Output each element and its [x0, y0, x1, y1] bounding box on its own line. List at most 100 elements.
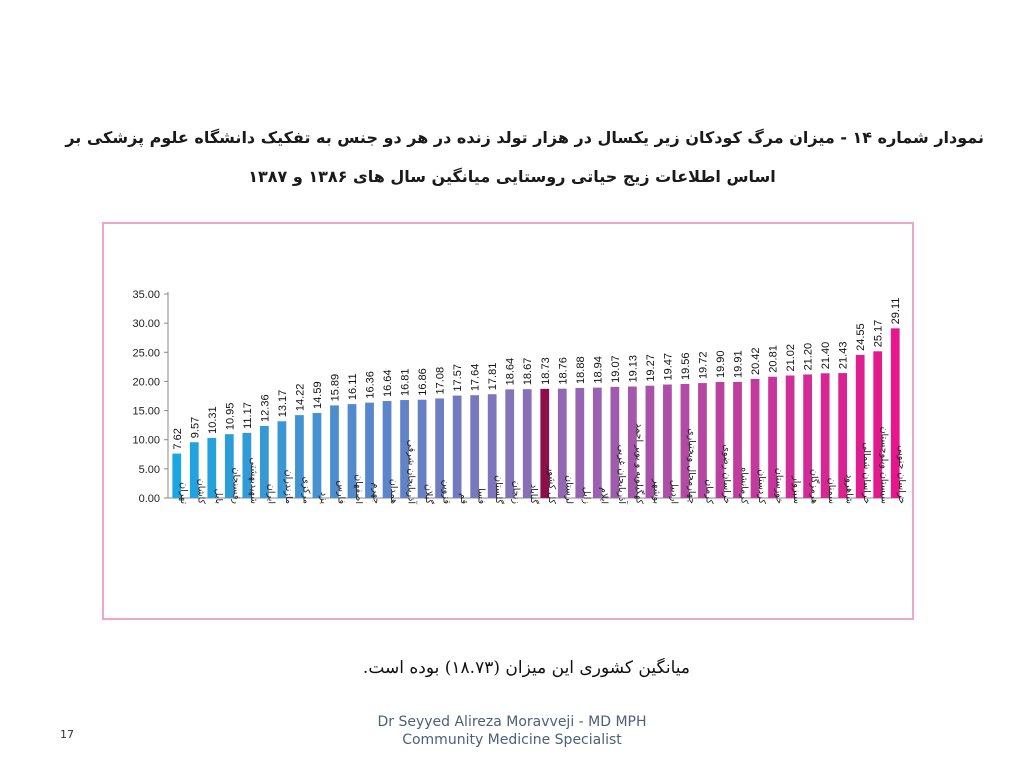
y-tick-label: 0.00	[139, 493, 160, 505]
bar	[733, 381, 742, 498]
bar-value-label: 17.81	[487, 363, 499, 391]
bar	[260, 425, 269, 498]
bar	[592, 387, 602, 498]
category-label: مازندران	[283, 470, 294, 504]
bar	[855, 354, 865, 498]
bar-value-label: 16.86	[417, 368, 429, 396]
category-label: تهران	[178, 482, 189, 504]
category-label: خراسان شمالی	[861, 442, 872, 504]
y-tick-label: 35.00	[132, 289, 160, 301]
bar-value-label: 10.31	[207, 406, 219, 434]
y-tick-label: 20.00	[132, 376, 160, 388]
bar-value-label: 10.95	[224, 403, 236, 431]
bar	[715, 382, 725, 498]
bar	[224, 434, 234, 498]
category-label: سمنان	[826, 478, 837, 504]
bar-value-label: 19.72	[697, 352, 709, 380]
footer: Dr Seyyed Alireza Moravveji - MD MPH Com…	[300, 713, 724, 749]
category-label: آذربایجان شرقی	[406, 440, 419, 505]
category-label: خراسان جنوبی	[896, 445, 907, 504]
bar	[820, 373, 830, 498]
bar	[277, 421, 287, 498]
bar-value-label: 18.64	[505, 358, 517, 386]
y-tick-label: 25.00	[132, 347, 160, 359]
category-label: شاهرود	[844, 474, 855, 504]
chart-title-line-2: اساس اطلاعات زیج حیاتی روستایی میانگین س…	[248, 167, 776, 186]
chart-title: نمودار شماره ۱۴ - میزان مرگ کودکان زیر ی…	[40, 118, 984, 196]
category-label: قزوین	[441, 480, 452, 504]
bar	[785, 375, 795, 498]
bar-value-label: 19.90	[715, 350, 727, 378]
bar-value-label: 19.07	[610, 355, 622, 383]
category-label: چهارمحال وبختیاری	[686, 428, 697, 504]
bar-value-label: 17.64	[470, 364, 482, 392]
bar	[557, 388, 567, 498]
bar	[470, 395, 480, 498]
category-label: کردستان	[756, 469, 767, 504]
bar-value-label: 17.57	[452, 364, 464, 392]
category-label: قم	[458, 493, 469, 504]
bar	[750, 378, 760, 498]
y-tick-label: 15.00	[132, 406, 160, 418]
bar-value-label: 7.62	[172, 428, 184, 449]
category-label: فسا	[476, 488, 487, 504]
bar-value-label: 21.20	[803, 343, 815, 371]
bar-value-label: 15.89	[329, 374, 341, 402]
category-label: خراسان رضوی	[721, 444, 732, 504]
bar	[505, 389, 515, 498]
bar	[172, 453, 182, 498]
y-tick-label: 10.00	[132, 435, 160, 447]
bar	[365, 402, 374, 498]
bar	[680, 383, 690, 498]
category-label: یزد	[318, 492, 329, 504]
footer-author: Dr Seyyed Alireza Moravveji - MD MPH	[377, 714, 647, 730]
bar-value-label: 21.02	[785, 344, 797, 372]
bar	[768, 376, 777, 498]
category-label: خوزستان	[774, 468, 785, 504]
bar	[628, 386, 637, 498]
bar-value-label: 18.73	[540, 357, 552, 385]
category-label: کرمانشاه	[739, 467, 750, 504]
category-label: جهرم	[371, 483, 382, 505]
category-label: سیستان وبلوچستان	[879, 427, 890, 504]
bar-value-label: 19.47	[662, 353, 674, 381]
category-label: همدان	[388, 479, 399, 504]
y-tick-label: 5.00	[139, 464, 160, 476]
bar-value-label: 14.22	[294, 384, 306, 412]
bar-value-label: 25.17	[873, 320, 885, 348]
bar	[575, 387, 585, 498]
bar-value-label: 21.40	[820, 342, 832, 370]
category-label: زابل	[581, 487, 592, 504]
bar-value-label: 16.64	[382, 369, 394, 397]
bar	[873, 351, 883, 498]
bar-chart: 0.00 5.00 10.00 15.00 20.00 25.00 30.00 35.00 7.…	[132, 289, 907, 505]
bar-value-label: 29.11	[890, 298, 902, 325]
bar-value-label: 19.27	[645, 354, 657, 382]
bar-value-label: 19.56	[680, 352, 692, 380]
bar-value-label: 21.43	[838, 342, 850, 370]
category-label: اصفهان	[353, 474, 364, 504]
category-label: فارس	[335, 480, 346, 504]
category-label: گناباد	[528, 484, 540, 505]
bar-value-label: 17.08	[435, 367, 447, 395]
category-label: گلستان	[493, 475, 505, 504]
bar-value-label: 18.67	[522, 358, 534, 386]
bar-value-label: 19.13	[627, 355, 639, 383]
bar	[803, 374, 812, 498]
chart-title-line-1: نمودار شماره ۱۴ - میزان مرگ کودکان زیر ی…	[65, 128, 984, 147]
bar	[540, 388, 550, 498]
bar-value-label: 13.17	[277, 390, 289, 418]
national-average-note: میانگین کشوری این میزان (۱۸.۷۳) بوده است…	[362, 658, 690, 678]
category-label: شهیدبهشتی	[248, 458, 259, 505]
category-label: کرمان	[703, 479, 714, 504]
bar-value-label: 16.81	[400, 368, 412, 396]
bar	[698, 383, 707, 498]
bar	[522, 389, 532, 498]
bar	[838, 373, 848, 498]
category-label: گیلان	[423, 484, 435, 505]
bar-value-label: 9.57	[189, 417, 201, 438]
bar-value-label: 18.94	[592, 356, 604, 384]
bar	[610, 386, 620, 498]
category-label: لرستان	[563, 475, 574, 504]
category-label: ایلام	[598, 487, 609, 504]
